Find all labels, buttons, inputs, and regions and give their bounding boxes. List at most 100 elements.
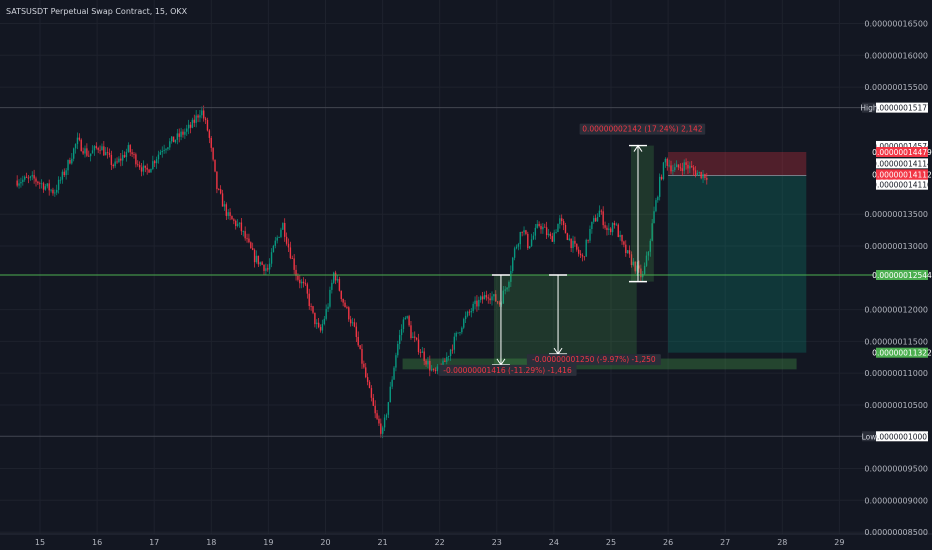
candle-body (576, 243, 578, 250)
candle-body (37, 181, 39, 184)
candle-body (540, 225, 542, 230)
candle-body (702, 174, 704, 179)
candle-body (495, 294, 497, 302)
candle-body (653, 211, 655, 224)
candle-body (410, 325, 412, 339)
candle-body (545, 227, 548, 236)
candle-body (659, 176, 661, 197)
candle-body (587, 239, 589, 241)
candle-body (527, 233, 529, 249)
candle-body (487, 297, 489, 299)
measure-box[interactable] (551, 275, 637, 355)
candle-body (261, 262, 263, 265)
candle-body (238, 222, 241, 224)
y-tick-label: 0.00000016000 (864, 51, 928, 60)
measure-box[interactable] (493, 275, 552, 365)
candle-body (657, 196, 659, 201)
candle-body (319, 327, 322, 331)
candle-body (594, 218, 597, 222)
candle-body (182, 131, 184, 135)
candle-body (434, 369, 437, 372)
candle-body (498, 302, 501, 305)
short-position-target-zone[interactable] (668, 175, 807, 353)
candle-body (325, 308, 327, 319)
candle-body (449, 349, 452, 357)
candle-body (470, 311, 472, 313)
candle-body (170, 136, 173, 142)
candle-body (468, 311, 471, 313)
candle-body (632, 261, 635, 266)
candle-body (334, 272, 337, 281)
candle-body (642, 273, 644, 278)
candle-body (389, 386, 391, 403)
candle-body (634, 261, 636, 272)
candle-body (297, 275, 299, 280)
candle-body (589, 228, 591, 241)
candle-body (528, 246, 531, 249)
measure-box[interactable] (630, 145, 654, 282)
candle-body (133, 154, 135, 155)
candle-body (444, 360, 446, 362)
candle-body (455, 332, 457, 337)
price-label: 0.00000011322 (872, 349, 932, 358)
candle-body (376, 413, 378, 419)
candle-body (432, 369, 435, 370)
candle-body (270, 252, 273, 264)
candle-body (512, 257, 514, 272)
candle-body (549, 233, 552, 237)
candle-body (22, 179, 24, 182)
candle-body (295, 269, 297, 276)
time-axis[interactable]: 15 16 17 18 19 20 21 22 23 24 25 26 27 28 29 (35, 538, 845, 547)
candle-body (489, 298, 491, 301)
x-tick-label: 15 (35, 538, 45, 547)
candle-body (706, 178, 708, 180)
candle-body (216, 171, 218, 190)
candle-body (496, 301, 499, 303)
candle-body (44, 186, 47, 190)
candle-body (278, 236, 280, 238)
short-position-stop-zone[interactable] (668, 151, 807, 176)
candle-body (219, 189, 222, 194)
candle-body (604, 225, 606, 228)
horizontal-lines[interactable] (0, 107, 874, 437)
candle-body (208, 130, 211, 138)
candle-body (255, 255, 258, 263)
y-tick-label: 0.00000011000 (864, 369, 928, 378)
price-label: 0.00000012544 (872, 271, 932, 280)
candle-body (20, 181, 22, 184)
candle-body (39, 183, 41, 185)
candle-body (638, 265, 640, 269)
candle-body (365, 367, 367, 378)
candle-body (513, 248, 516, 258)
candle-body (48, 183, 50, 191)
candle-body (257, 255, 260, 265)
x-tick-label: 23 (492, 538, 502, 547)
price-label: 0.00000014574 (872, 142, 932, 151)
candle-body (195, 115, 197, 123)
candle-body (112, 164, 114, 167)
candle-body (474, 300, 476, 304)
candle-body (155, 159, 158, 164)
candle-body (71, 158, 73, 164)
candle-body (608, 228, 610, 231)
candle-body (244, 231, 246, 239)
candle-body (242, 231, 244, 232)
candle-body (577, 249, 580, 254)
candle-body (382, 427, 384, 434)
x-tick-label: 17 (149, 538, 159, 547)
candle-body (25, 176, 28, 178)
candle-body (88, 155, 90, 157)
price-axis[interactable]: 0.00000016500 0.00000016000 0.00000015500 0… (864, 20, 928, 538)
candle-body (59, 179, 62, 181)
measure-tools[interactable]: -0.00000001416 (-11.29%) -1,416 -0.000000… (438, 123, 706, 376)
candle-body (210, 137, 212, 148)
y-tick-label: 0.00000012000 (864, 306, 928, 315)
candle-body (361, 348, 363, 364)
candle-body (331, 282, 333, 290)
candle-body (306, 284, 309, 294)
measure-label: -0.00000001416 (-11.29%) -1,416 (443, 366, 572, 375)
chart-title: SATSUSDT Perpetual Swap Contract, 15, OK… (6, 7, 188, 16)
candle-body (683, 162, 685, 171)
y-tick-label: 0.00000009000 (864, 496, 928, 505)
